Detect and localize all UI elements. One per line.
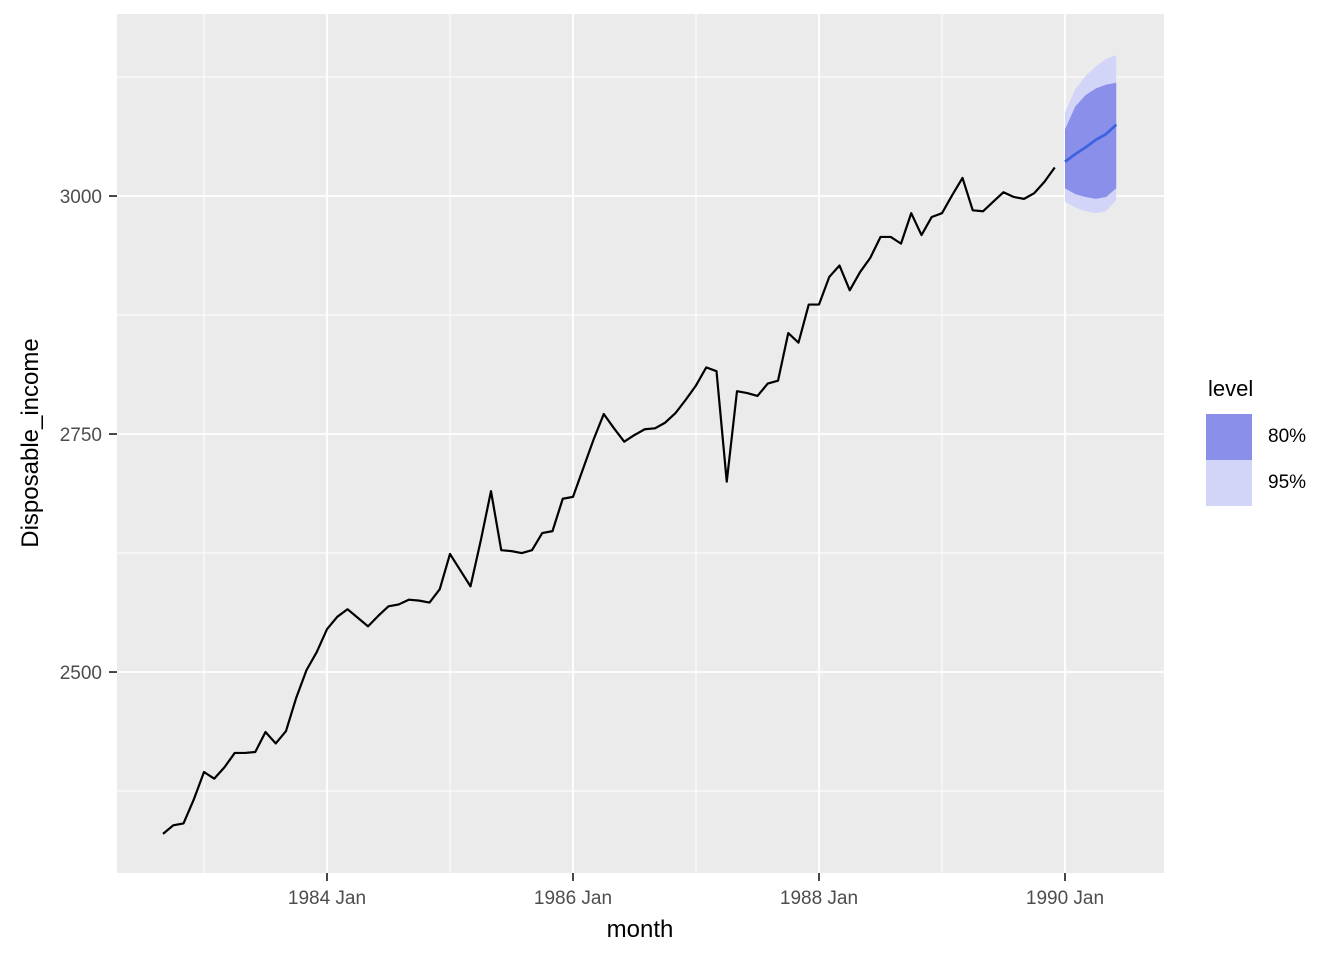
x-tick-label: 1986 Jan	[534, 888, 612, 909]
y-tick-label: 2750	[60, 425, 102, 446]
legend: level 80% 95%	[1206, 376, 1306, 506]
x-tick-label: 1990 Jan	[1026, 888, 1104, 909]
y-axis-title: Disposable_income	[17, 338, 44, 548]
y-tick-label: 3000	[60, 187, 102, 208]
panel-background	[117, 14, 1164, 873]
history-line	[162, 166, 1056, 835]
x-tick-label: 1988 Jan	[780, 888, 858, 909]
forecast-ribbon-80	[1064, 82, 1117, 199]
legend-item-80: 80%	[1206, 414, 1306, 460]
legend-label-80: 80%	[1268, 426, 1307, 447]
legend-swatch-95-icon	[1206, 460, 1252, 506]
legend-item-95: 95%	[1206, 460, 1306, 506]
legend-label-95: 95%	[1268, 472, 1307, 493]
forecast-mean-line	[1064, 123, 1118, 163]
legend-swatch-80-icon	[1206, 414, 1252, 460]
y-tick-label: 2500	[60, 663, 102, 684]
x-axis-title: month	[606, 916, 674, 943]
legend-title: level	[1208, 376, 1254, 401]
x-tick-label: 1984 Jan	[288, 888, 366, 909]
